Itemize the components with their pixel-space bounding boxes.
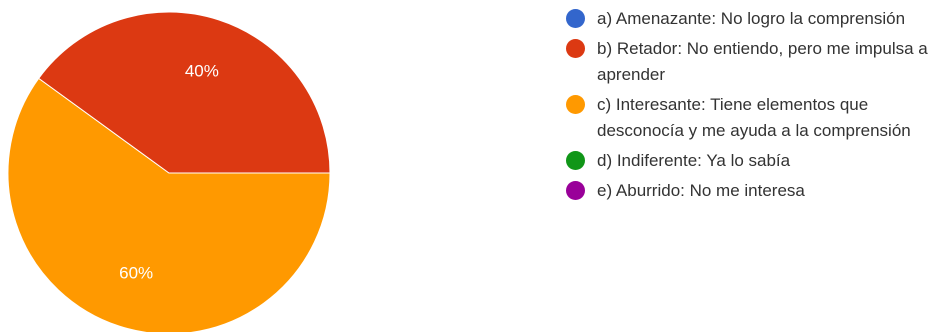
- legend-label: e) Aburrido: No me interesa: [597, 181, 805, 200]
- pie-slice-c: [7, 77, 331, 332]
- legend-color-dot: [566, 39, 585, 58]
- pie-slice-b: [38, 11, 331, 174]
- legend-color-dot: [566, 181, 585, 200]
- legend-item-e[interactable]: e) Aburrido: No me interesa: [566, 178, 945, 204]
- pie-chart-svg: 60% 40%: [7, 11, 331, 332]
- legend-item-a[interactable]: a) Amenazante: No logro la comprensión: [566, 6, 945, 32]
- pie-chart: 60% 40%: [0, 0, 340, 332]
- pie-slice-label-b: 40%: [185, 61, 219, 80]
- legend-label: b) Retador: No entiendo, pero me impulsa…: [597, 39, 928, 84]
- legend-item-b[interactable]: b) Retador: No entiendo, pero me impulsa…: [566, 36, 945, 88]
- legend-label: c) Interesante: Tiene elementos que desc…: [597, 95, 911, 140]
- legend-color-dot: [566, 95, 585, 114]
- legend-item-c[interactable]: c) Interesante: Tiene elementos que desc…: [566, 92, 945, 144]
- legend-color-dot: [566, 9, 585, 28]
- legend-label: d) Indiferente: Ya lo sabía: [597, 151, 791, 170]
- pie-slice-label-c: 60%: [119, 264, 153, 283]
- legend-item-d[interactable]: d) Indiferente: Ya lo sabía: [566, 148, 945, 174]
- chart-legend: a) Amenazante: No logro la comprensión b)…: [566, 6, 945, 208]
- legend-color-dot: [566, 151, 585, 170]
- legend-label: a) Amenazante: No logro la comprensión: [597, 9, 906, 28]
